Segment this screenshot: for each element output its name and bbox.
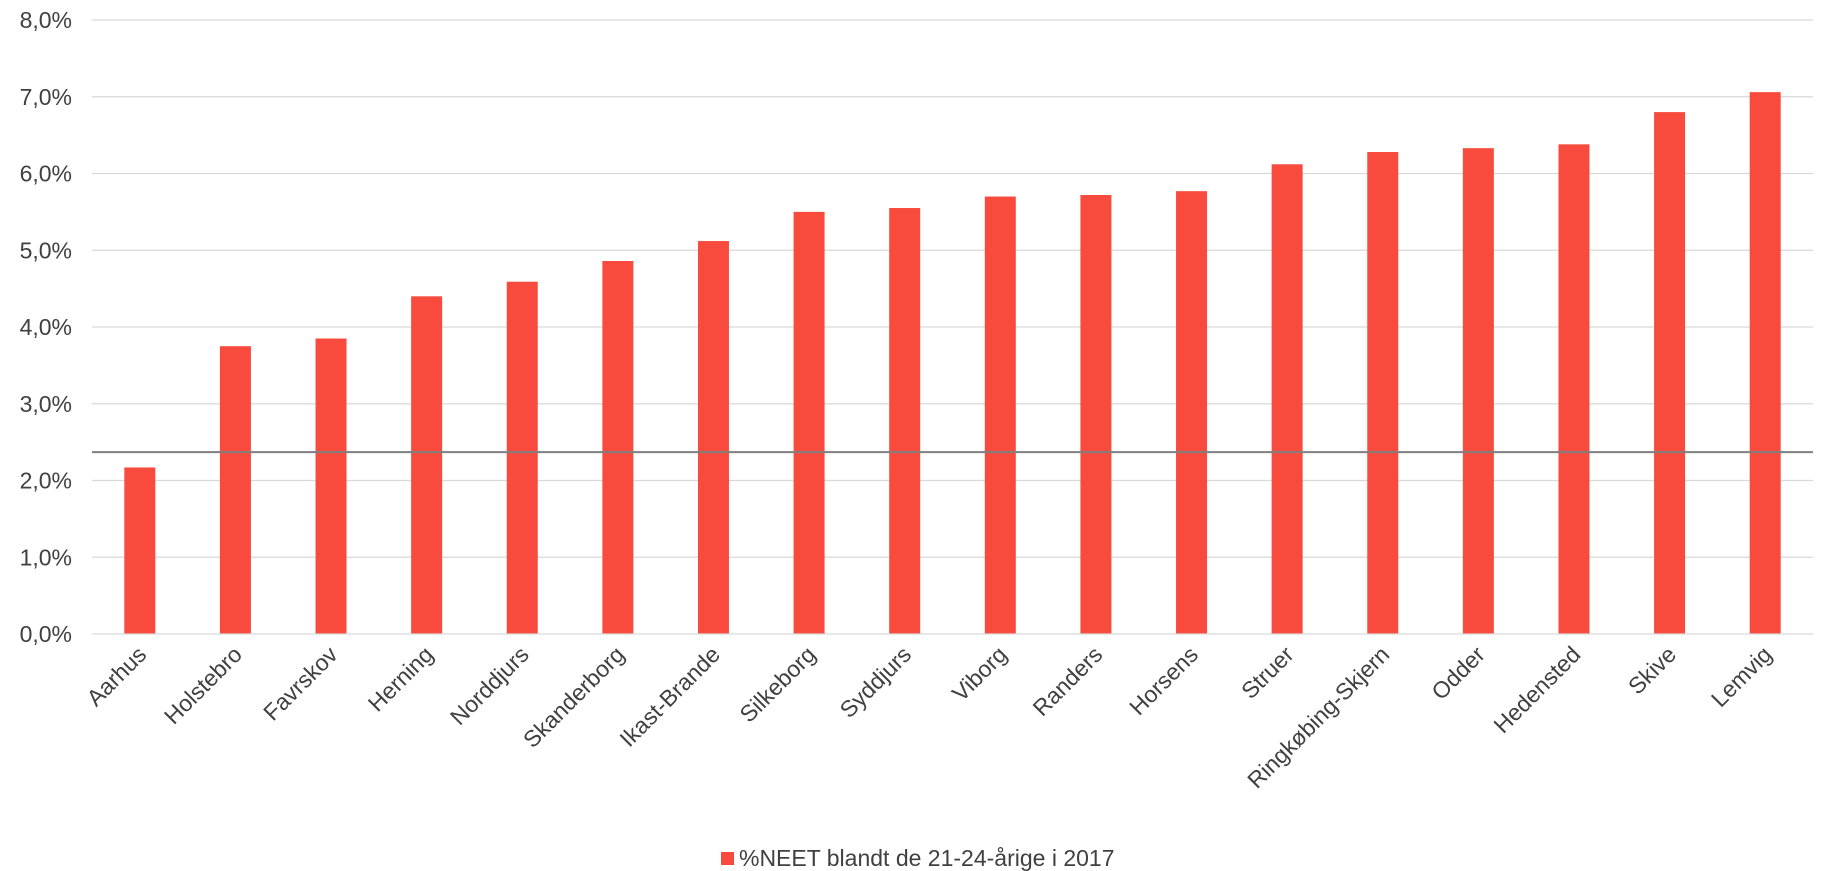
x-category-label: Odder: [1426, 641, 1490, 705]
legend: %NEET blandt de 21-24-årige i 2017: [721, 845, 1114, 871]
bar-ringkøbing-skjern: [1367, 152, 1399, 634]
y-axis-tick-labels: 0,0% 1,0% 2,0% 3,0% 4,0% 5,0% 6,0% 7,0% 8,0%: [20, 7, 72, 647]
x-category-label: Struer: [1236, 641, 1299, 704]
legend-swatch: [721, 852, 734, 865]
bar-norddjurs: [506, 281, 538, 634]
x-category-label: Ikast-Brande: [614, 641, 725, 752]
x-category-label: Favrskov: [258, 641, 343, 726]
bar-herning: [411, 296, 443, 634]
y-tick-label: 3,0%: [20, 391, 72, 417]
x-category-label: Syddjurs: [835, 641, 917, 723]
x-category-label: Silkeborg: [734, 641, 820, 727]
bar-randers: [1080, 194, 1112, 635]
x-category-label: Skanderborg: [518, 641, 630, 753]
bar-holstebro: [219, 346, 251, 634]
bar-skive: [1654, 112, 1686, 635]
bar-syddjurs: [889, 208, 921, 634]
x-category-label: Holstebro: [159, 641, 247, 729]
bar-silkeborg: [793, 211, 825, 634]
y-tick-label: 1,0%: [20, 544, 72, 570]
bar-ikast-brande: [697, 241, 729, 635]
x-category-label: Herning: [363, 641, 438, 716]
x-category-label: Skive: [1623, 641, 1681, 699]
y-tick-label: 8,0%: [20, 7, 72, 33]
y-tick-label: 0,0%: [20, 621, 72, 647]
x-category-label: Hedensted: [1488, 641, 1585, 738]
x-axis-category-labels: Aarhus Holstebro Favrskov Herning NorddjursS…: [81, 641, 1776, 794]
x-category-label: Aarhus: [81, 641, 151, 711]
bar-skanderborg: [602, 260, 634, 634]
x-category-label: Horsens: [1124, 641, 1203, 720]
x-category-label: Viborg: [947, 641, 1012, 706]
legend-label: %NEET blandt de 21-24-årige i 2017: [739, 845, 1114, 871]
y-tick-label: 4,0%: [20, 314, 72, 340]
y-tick-label: 2,0%: [20, 468, 72, 494]
x-category-label: Randers: [1028, 641, 1108, 721]
y-tick-label: 6,0%: [20, 161, 72, 187]
bar-viborg: [984, 196, 1016, 634]
x-category-label: Norddjurs: [445, 641, 534, 730]
bars: [124, 92, 1781, 635]
bar-struer: [1271, 164, 1303, 635]
y-tick-label: 7,0%: [20, 84, 72, 110]
bar-favrskov: [315, 338, 347, 634]
bar-aarhus: [124, 467, 156, 634]
y-tick-label: 5,0%: [20, 237, 72, 263]
bar-odder: [1462, 148, 1494, 635]
x-category-label: Lemvig: [1706, 641, 1777, 712]
bar-horsens: [1176, 191, 1208, 634]
bar-lemvig: [1749, 92, 1781, 634]
gridlines: [92, 19, 1813, 558]
bar-hedensted: [1558, 144, 1590, 634]
